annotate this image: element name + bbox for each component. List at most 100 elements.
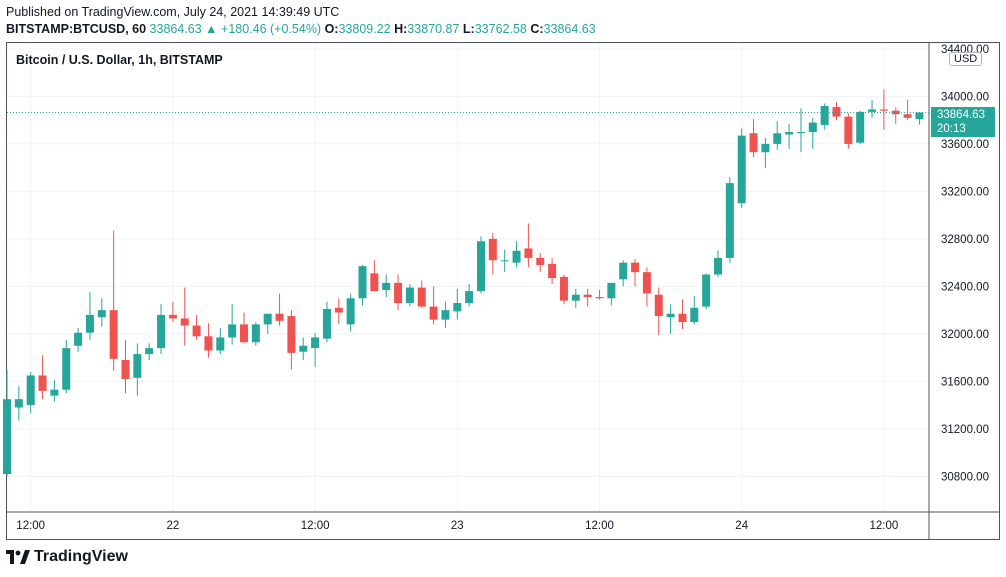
price-tick-label: 33200.00 bbox=[941, 186, 989, 198]
tradingview-logo-text: TradingView bbox=[34, 548, 128, 565]
low-label: L: bbox=[462, 22, 475, 36]
currency-badge[interactable]: USD bbox=[949, 52, 983, 66]
price-change: ▲ +180.46 (+0.54%) bbox=[205, 22, 322, 36]
candle-body bbox=[263, 313, 272, 325]
candle-body bbox=[607, 282, 616, 299]
candle-body bbox=[74, 332, 83, 346]
candle-body bbox=[311, 337, 320, 349]
candle-body bbox=[583, 294, 592, 298]
candle-body bbox=[275, 313, 284, 321]
candle-body bbox=[856, 111, 865, 143]
candle-body bbox=[287, 316, 296, 353]
candle-body bbox=[3, 399, 11, 475]
candle-body bbox=[559, 276, 568, 301]
open-value: 33809.22 bbox=[338, 22, 391, 36]
candle-body bbox=[346, 298, 355, 325]
candle-body bbox=[879, 109, 888, 111]
candle-body bbox=[216, 337, 225, 351]
candle-body bbox=[228, 324, 237, 338]
chart-title: Bitcoin / U.S. Dollar, 1h, BITSTAMP bbox=[16, 53, 223, 67]
candle-body bbox=[844, 116, 853, 144]
candle-body bbox=[180, 318, 189, 326]
candle-body bbox=[488, 238, 497, 261]
close-value: 33864.63 bbox=[543, 22, 596, 36]
candle-body bbox=[512, 250, 521, 263]
candle-body bbox=[429, 306, 438, 320]
candle-body bbox=[465, 291, 474, 304]
symbol-label[interactable]: BITSTAMP:BTCUSD, 60 bbox=[6, 22, 147, 36]
candle-body bbox=[204, 336, 213, 351]
price-tick-label: 31600.00 bbox=[941, 376, 989, 388]
candle-body bbox=[97, 310, 106, 318]
candle-body bbox=[417, 287, 426, 307]
candle-body bbox=[524, 248, 533, 258]
candle-body bbox=[382, 282, 391, 290]
candle-body bbox=[358, 266, 367, 299]
candle-body bbox=[299, 345, 308, 352]
candle-body bbox=[749, 133, 758, 153]
candle-body bbox=[714, 257, 722, 275]
time-tick-label: 12:00 bbox=[16, 520, 45, 532]
candle-body bbox=[453, 303, 462, 312]
time-tick-label: 12:00 bbox=[585, 520, 614, 532]
candle-body bbox=[868, 109, 877, 112]
chart-frame bbox=[6, 42, 1000, 540]
candle-body bbox=[832, 107, 841, 117]
grid bbox=[7, 43, 999, 539]
last-price-tag: 33864.63 20:13 bbox=[931, 107, 995, 137]
candle-body bbox=[820, 105, 829, 125]
candle-body bbox=[903, 114, 912, 118]
candle-body bbox=[536, 257, 545, 266]
candle-body bbox=[915, 112, 924, 120]
high-value: 33870.87 bbox=[407, 22, 460, 36]
ohlc-legend: BITSTAMP:BTCUSD, 60 33864.63 ▲ +180.46 (… bbox=[6, 22, 596, 36]
candle-body bbox=[394, 282, 403, 304]
candles bbox=[3, 89, 924, 477]
price-tick-label: 34000.00 bbox=[941, 91, 989, 103]
candle-body bbox=[690, 307, 699, 323]
candle-body bbox=[240, 324, 248, 343]
candle-body bbox=[157, 314, 166, 349]
last-price-tag-value: 33864.63 bbox=[937, 109, 985, 121]
low-value: 33762.58 bbox=[474, 22, 527, 36]
candle-body bbox=[725, 183, 734, 258]
candle-body bbox=[441, 310, 450, 320]
candle-body bbox=[133, 354, 142, 378]
time-axis[interactable]: 12:00 22 12:00 23 12:00 24 12:00 bbox=[16, 520, 898, 532]
price-axis[interactable]: 30800.00 31200.00 31600.00 32000.00 32400.00… bbox=[941, 44, 989, 483]
candle-body bbox=[737, 135, 746, 204]
candle-body bbox=[109, 310, 118, 359]
tradingview-logo[interactable]: TradingView bbox=[6, 548, 128, 566]
candle-body bbox=[85, 314, 94, 333]
candle-body bbox=[571, 294, 580, 301]
price-tick-label: 30800.00 bbox=[941, 471, 989, 483]
candle-body bbox=[619, 262, 628, 280]
price-tick-label: 32800.00 bbox=[941, 234, 989, 246]
tradingview-logo-icon bbox=[6, 550, 30, 564]
candle-body bbox=[405, 287, 414, 304]
candle-body bbox=[322, 308, 331, 339]
candle-body bbox=[370, 273, 379, 292]
close-label: C: bbox=[530, 22, 544, 36]
price-tick-label: 32000.00 bbox=[941, 329, 989, 341]
candle-body bbox=[251, 324, 260, 343]
candle-body bbox=[785, 132, 794, 135]
candle-body bbox=[168, 314, 177, 319]
published-note: Published on TradingView.com, July 24, 2… bbox=[6, 5, 340, 19]
time-tick-label: 22 bbox=[167, 520, 180, 532]
candle-body bbox=[642, 272, 651, 294]
candle-body bbox=[192, 325, 201, 337]
high-label: H: bbox=[394, 22, 408, 36]
candle-body bbox=[796, 132, 805, 134]
bar-countdown: 20:13 bbox=[937, 123, 966, 135]
candle-body bbox=[548, 263, 557, 279]
candle-body bbox=[50, 389, 59, 396]
time-tick-label: 24 bbox=[735, 520, 748, 532]
candle-body bbox=[121, 360, 130, 380]
price-tick-label: 31200.00 bbox=[941, 424, 989, 436]
open-label: O: bbox=[324, 22, 339, 36]
candle-body bbox=[595, 297, 604, 299]
last-price: 33864.63 bbox=[149, 22, 202, 36]
candle-body bbox=[654, 294, 663, 317]
